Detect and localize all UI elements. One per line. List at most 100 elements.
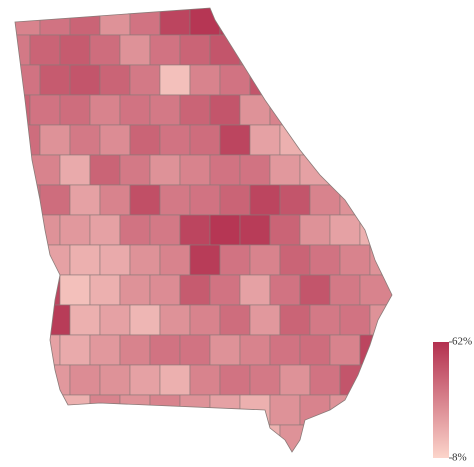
county [59,334,91,366]
county [309,304,341,336]
county [179,214,211,246]
county [329,274,361,306]
legend: 62% 8% [449,336,472,464]
county [59,274,91,306]
county [369,304,392,336]
county [269,394,301,426]
county [119,334,151,366]
county [339,64,371,96]
county [339,304,371,336]
county [29,154,61,186]
county [149,274,181,306]
county [209,154,241,186]
county [249,304,281,336]
county [159,364,191,396]
county [209,394,241,426]
county [279,124,311,156]
county [69,364,101,396]
county [209,274,241,306]
county [359,94,392,126]
county [239,214,271,246]
county [119,274,151,306]
county [149,334,181,366]
county [249,184,281,216]
counties [15,8,392,452]
county [159,424,191,452]
county [329,34,361,66]
county [219,8,251,36]
county [269,274,301,306]
county [189,64,221,96]
county [189,244,221,276]
county [189,184,221,216]
county [129,424,161,452]
county [329,154,361,186]
county [29,94,61,126]
county [99,244,131,276]
county [89,154,121,186]
county [339,8,371,36]
county [279,64,311,96]
county [309,64,341,96]
county [309,124,341,156]
county [69,184,101,216]
county [219,244,251,276]
county [219,184,251,216]
county [239,394,271,426]
county [239,34,271,66]
county [299,94,331,126]
county [219,424,251,452]
county [269,94,301,126]
county [219,64,251,96]
county [359,34,392,66]
county [119,394,151,426]
county [189,424,221,452]
county [119,214,151,246]
county [249,8,281,36]
county [29,34,61,66]
county [249,64,281,96]
county [249,424,281,452]
county [69,424,101,452]
legend-bar [433,342,449,458]
county [279,244,311,276]
county [15,274,31,306]
county [149,94,181,126]
county [359,214,392,246]
county [329,334,361,366]
county [15,334,31,366]
county [59,34,91,66]
county [209,34,241,66]
county [99,424,131,452]
county [159,8,191,36]
county [39,244,71,276]
county [59,154,91,186]
county [239,274,271,306]
county [59,214,91,246]
county [129,184,161,216]
county [29,274,61,306]
county [369,124,392,156]
county [329,94,361,126]
county [179,154,211,186]
county [309,364,341,396]
county [189,364,221,396]
county [69,244,101,276]
county [359,154,392,186]
county [249,244,281,276]
county [189,124,221,156]
county [269,214,301,246]
county [89,34,121,66]
county [369,8,392,36]
county [209,214,241,246]
county [99,184,131,216]
county [269,154,301,186]
county [339,424,371,452]
county [209,334,241,366]
county [309,424,341,452]
county [89,334,121,366]
county [249,364,281,396]
county [89,274,121,306]
county [369,424,392,452]
